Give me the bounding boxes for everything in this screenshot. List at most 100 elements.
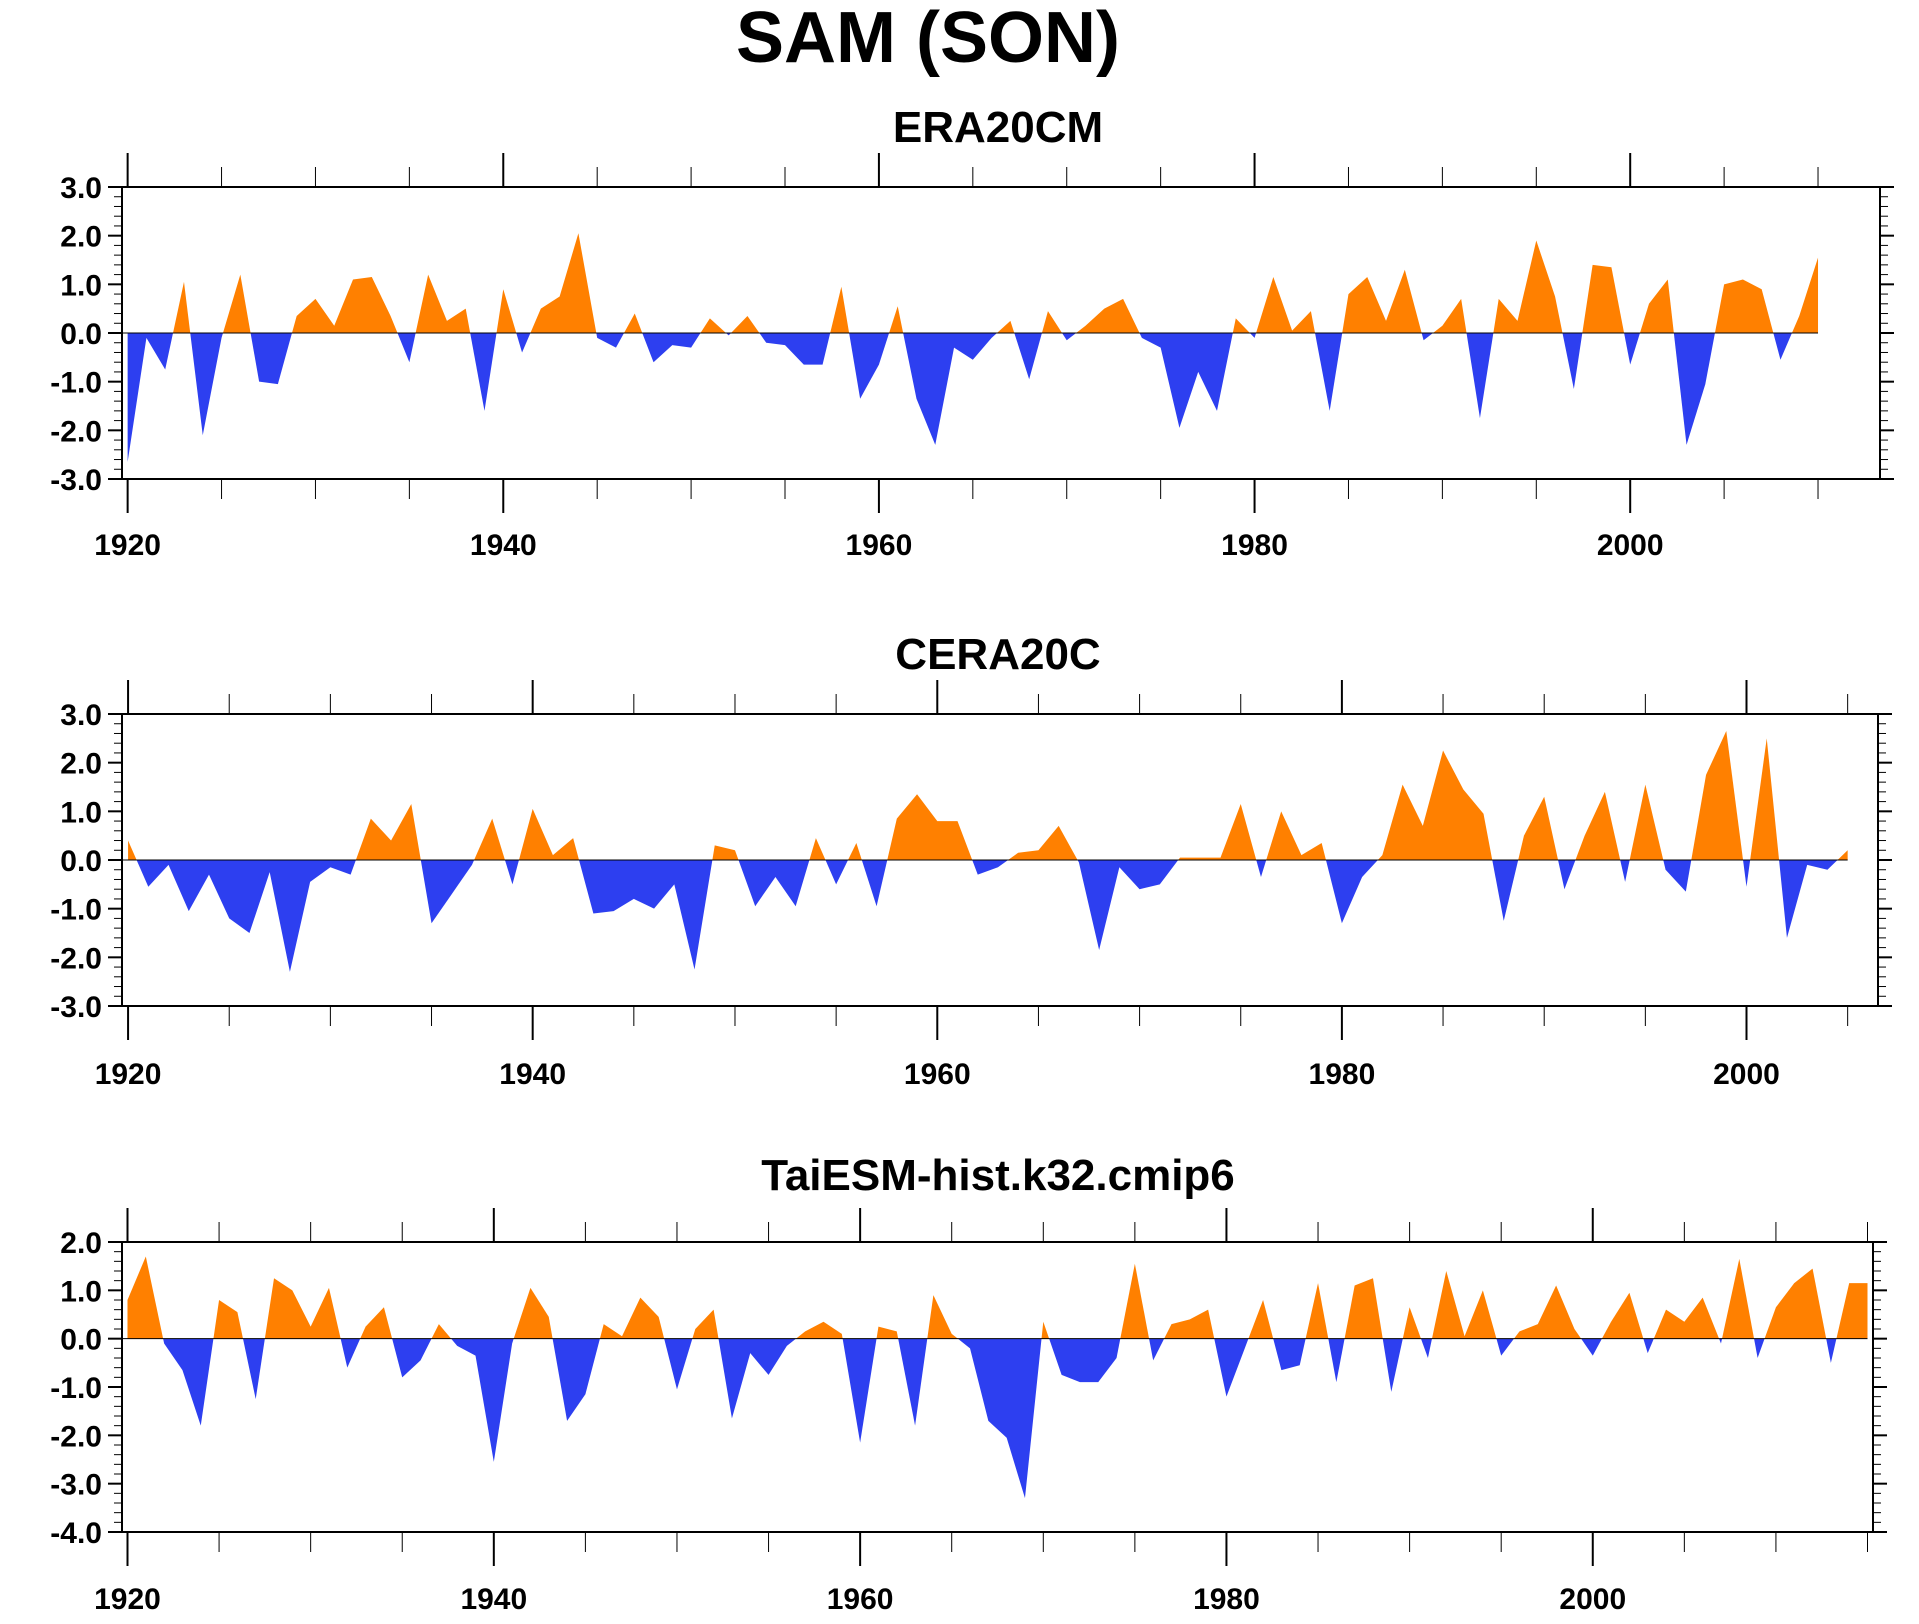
- panel-taiesm: TaiESM-hist.k32.cmip6 -4.0 -3.0 -2.0 -1.0 0.…: [50, 1151, 1887, 1616]
- positive-area: [599, 1297, 665, 1339]
- negative-area: [1754, 1338, 1765, 1358]
- y-tick-label: 2.0: [60, 748, 102, 781]
- negative-area: [1643, 1338, 1654, 1354]
- positive-area: [1041, 1321, 1050, 1339]
- main-title: SAM (SON): [736, 0, 1120, 78]
- negative-area: [1779, 860, 1838, 938]
- negative-area: [1719, 1338, 1723, 1344]
- negative-area: [470, 333, 497, 411]
- x-tick-label: 1980: [1309, 1058, 1376, 1091]
- negative-area: [1562, 333, 1583, 389]
- positive-area: [996, 320, 1015, 333]
- x-tick-label: 1920: [94, 529, 161, 562]
- y-tick-label: 2.0: [60, 1227, 102, 1260]
- positive-area: [1750, 738, 1780, 860]
- positive-area: [128, 840, 137, 860]
- y-tick-label: -2.0: [50, 942, 102, 975]
- positive-area: [1691, 731, 1744, 860]
- negative-area: [1062, 333, 1077, 341]
- positive-area: [1837, 850, 1848, 860]
- negative-area: [190, 333, 223, 436]
- negative-area: [957, 1338, 1042, 1499]
- positive-area: [1714, 279, 1774, 333]
- negative-area: [664, 1338, 693, 1390]
- positive-area: [1431, 1271, 1497, 1339]
- x-tick-label: 1940: [460, 1583, 527, 1616]
- negative-area: [1421, 333, 1433, 341]
- negative-area: [903, 333, 997, 445]
- positive-area: [291, 277, 398, 333]
- positive-area: [1722, 1258, 1755, 1339]
- negative-area: [136, 860, 356, 972]
- negative-area: [1256, 860, 1267, 878]
- positive-area: [889, 306, 904, 333]
- y-tick-label: 1.0: [60, 796, 102, 829]
- positive-area: [700, 318, 726, 333]
- positive-area: [1432, 298, 1467, 333]
- negative-area: [127, 333, 174, 462]
- positive-area: [624, 313, 643, 333]
- negative-area: [1492, 860, 1519, 921]
- negative-area: [340, 1338, 361, 1368]
- positive-area: [1232, 318, 1250, 333]
- y-tick-label: -1.0: [50, 894, 102, 927]
- positive-area: [496, 289, 517, 333]
- negative-area: [1620, 860, 1630, 882]
- y-tick-label: -1.0: [50, 367, 102, 400]
- positive-area: [127, 1256, 164, 1339]
- y-tick-label: 1.0: [60, 269, 102, 302]
- y-tick-label: 0.0: [60, 845, 102, 878]
- positive-area: [1639, 279, 1674, 333]
- positive-area: [731, 315, 760, 333]
- positive-area: [712, 845, 739, 860]
- negative-area: [642, 333, 701, 363]
- negative-area: [1673, 333, 1715, 445]
- positive-area: [1402, 1307, 1421, 1339]
- negative-area: [1214, 1338, 1249, 1397]
- y-tick-label: 3.0: [60, 172, 102, 205]
- x-tick-label: 2000: [1597, 529, 1664, 562]
- y-tick-label: 2.0: [60, 221, 102, 254]
- positive-area: [1076, 298, 1140, 333]
- positive-area: [264, 1278, 341, 1339]
- y-tick-label: -3.0: [50, 464, 102, 497]
- positive-area: [1120, 1263, 1150, 1339]
- y-tick-label: 0.0: [60, 1324, 102, 1357]
- positive-area: [1582, 264, 1625, 333]
- positive-area: [222, 274, 251, 333]
- negative-area: [1273, 1338, 1306, 1371]
- positive-area: [1518, 796, 1559, 860]
- negative-area: [759, 333, 831, 365]
- x-tick-label: 1920: [95, 1058, 162, 1091]
- negative-area: [725, 333, 732, 336]
- positive-area: [213, 1300, 243, 1339]
- positive-area: [1575, 791, 1621, 860]
- positive-area: [1266, 811, 1326, 860]
- negative-area: [250, 333, 292, 385]
- panel-cera20c: CERA20C -3.0 -2.0 -1.0 0.0 1.0 2.0 3.0 1920 1940…: [50, 630, 1892, 1091]
- positive-area: [830, 286, 850, 333]
- positive-area: [1164, 1309, 1215, 1339]
- positive-area: [1764, 1268, 1827, 1339]
- positive-area: [1178, 804, 1257, 860]
- positive-area: [530, 233, 597, 333]
- negative-area: [516, 333, 531, 353]
- y-tick-label: -2.0: [50, 415, 102, 448]
- panel-title: ERA20CM: [893, 103, 1103, 152]
- negative-area: [397, 333, 416, 363]
- negative-area: [596, 333, 625, 348]
- x-tick-label: 1960: [846, 529, 913, 562]
- x-tick-label: 1920: [94, 1583, 161, 1616]
- negative-area: [1077, 860, 1179, 951]
- negative-area: [1149, 1338, 1165, 1361]
- positive-area: [927, 1295, 958, 1339]
- positive-area: [876, 1326, 899, 1339]
- x-tick-label: 2000: [1559, 1583, 1626, 1616]
- negative-area: [1014, 333, 1042, 380]
- x-tick-label: 1960: [827, 1583, 894, 1616]
- panel-title: TaiESM-hist.k32.cmip6: [761, 1151, 1235, 1200]
- negative-area: [1249, 333, 1257, 338]
- positive-area: [173, 281, 191, 333]
- negative-area: [1663, 860, 1692, 892]
